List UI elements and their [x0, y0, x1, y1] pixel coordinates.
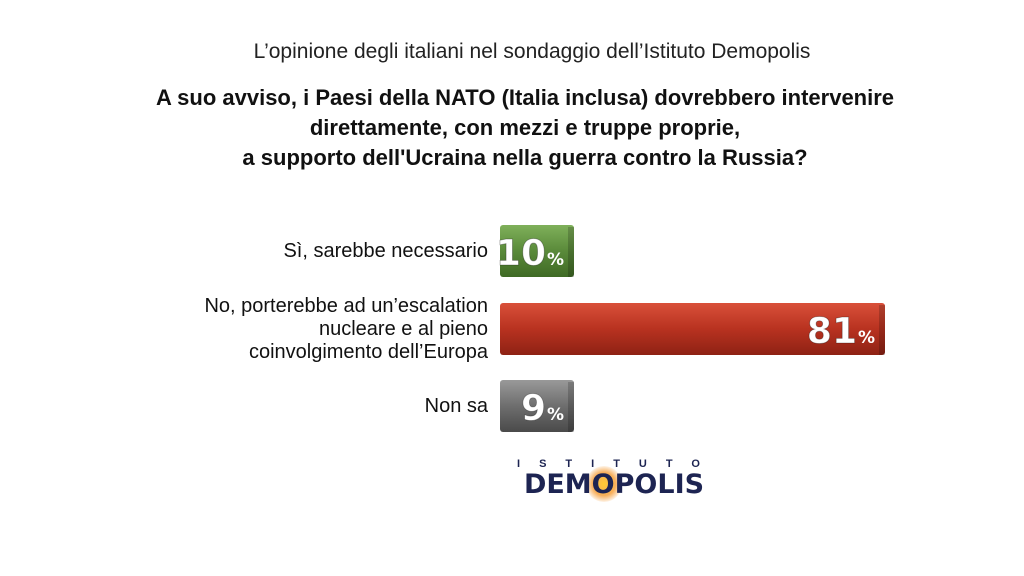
title-line-3: a supporto dell'Ucraina nella guerra con…: [242, 145, 808, 170]
title-line-1: A suo avviso, i Paesi della NATO (Italia…: [155, 85, 895, 110]
category-label-2: Non sa: [425, 395, 488, 418]
logo-top-text: ISTITUTO: [517, 458, 719, 470]
category-label-0: Sì, sarebbe necessario: [283, 240, 488, 263]
logo-main-pre: DEM: [523, 469, 592, 500]
bar-edge-1: [879, 305, 885, 355]
bar-0: [500, 225, 574, 277]
bar-edge-2: [568, 382, 574, 432]
bar-2: [500, 380, 574, 432]
category-label-1-line-0: No, porterebbe ad un’escalation: [204, 294, 488, 317]
logo-main-post: POLIS: [614, 469, 705, 500]
category-label-2-line-0: Non sa: [424, 394, 488, 417]
bar-1: [500, 303, 885, 355]
unit-label-2: %: [547, 405, 564, 425]
bar-edge-0: [568, 227, 574, 277]
category-label-1-line-1: nucleare e al pieno: [318, 317, 488, 340]
logo-main-text: DEMOPOLIS: [500, 466, 728, 502]
category-label-1-line-2: coinvolgimento dell’Europa: [248, 340, 488, 363]
value-label-0: 10: [496, 233, 546, 274]
value-label-2: 9: [521, 388, 546, 429]
category-label-1: No, porterebbe ad un’escalation nucleare …: [204, 295, 488, 364]
chart-title: A suo avviso, i Paesi della NATO (Italia…: [110, 83, 940, 173]
chart-subtitle: L’opinione degli italiani nel sondaggio …: [253, 40, 811, 63]
unit-label-1: %: [858, 328, 875, 348]
title-line-2: direttamente, con mezzi e truppe proprie…: [309, 115, 741, 140]
demopolis-logo: ISTITUTO DEMOPOLIS: [500, 458, 728, 502]
value-label-1: 81: [807, 311, 857, 352]
category-label-0-line-0: Sì, sarebbe necessario: [283, 239, 488, 262]
unit-label-0: %: [547, 250, 564, 270]
logo-main-o: O: [585, 466, 622, 502]
